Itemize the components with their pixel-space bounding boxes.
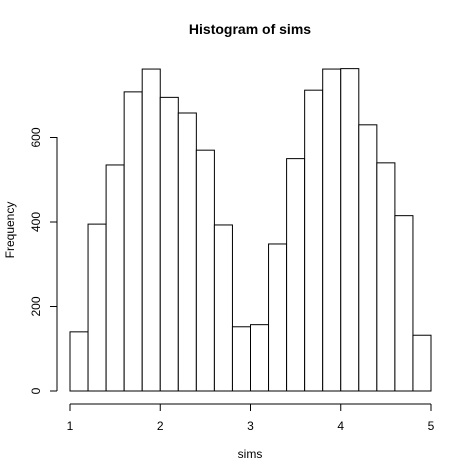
histogram-bar (376, 162, 396, 392)
y-tick-label: 600 (29, 127, 43, 147)
histogram-bar (286, 158, 306, 392)
histogram-bar (250, 324, 270, 392)
histogram-bar (304, 89, 324, 392)
histogram-bar (177, 112, 197, 392)
x-axis-label: sims (238, 447, 263, 461)
y-axis: 0 200 400 600 (29, 127, 58, 394)
x-axis: 1 2 3 4 5 (67, 403, 435, 433)
histogram-bar (159, 96, 179, 392)
histogram-bar (69, 331, 89, 392)
histogram-bar (358, 124, 378, 392)
x-tick-label: 5 (428, 419, 435, 433)
histogram-bar (141, 68, 161, 392)
histogram-bar (123, 91, 143, 392)
histogram-bars (69, 68, 432, 392)
y-tick-label: 200 (29, 296, 43, 316)
histogram-bar (231, 326, 251, 392)
y-tick-label: 0 (29, 387, 43, 394)
x-tick-label: 3 (247, 419, 254, 433)
histogram-bar (87, 223, 107, 392)
x-tick-label: 1 (67, 419, 74, 433)
x-tick-label: 2 (157, 419, 164, 433)
chart-title: Histogram of sims (189, 21, 311, 37)
histogram-bar (268, 243, 288, 392)
histogram-bar (105, 164, 125, 392)
histogram-bar (412, 334, 432, 392)
x-tick-label: 4 (337, 419, 344, 433)
histogram-bar (340, 68, 360, 392)
histogram-bar (322, 68, 342, 392)
histogram-bar (213, 224, 233, 392)
histogram-bar (394, 215, 414, 392)
y-tick-label: 400 (29, 212, 43, 232)
y-axis-label: Frequency (3, 202, 17, 259)
histogram-bar (195, 149, 215, 392)
